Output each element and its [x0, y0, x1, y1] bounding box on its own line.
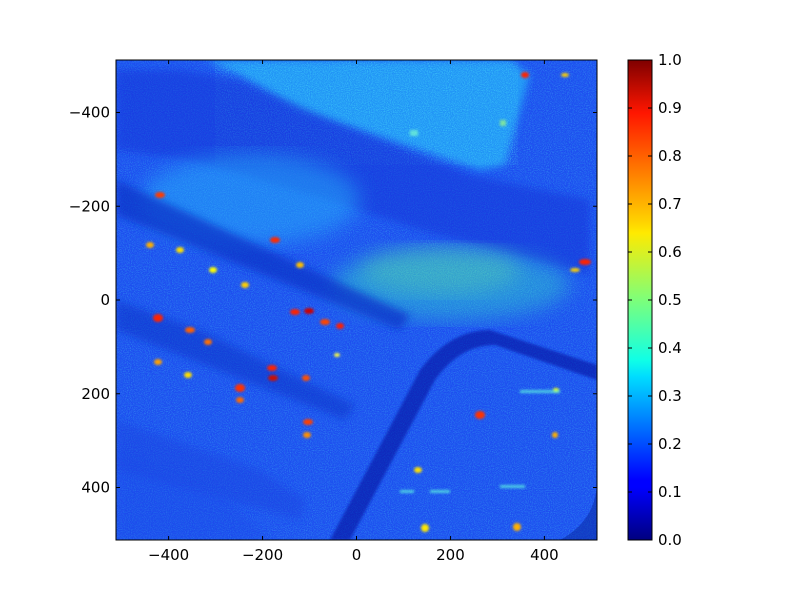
heatmap-image — [116, 60, 597, 540]
y-tick-label: 400 — [81, 479, 110, 497]
colorbar-tick-label: 0.1 — [658, 483, 682, 501]
bright-scatterers — [146, 72, 591, 532]
x-tick-label: −200 — [242, 546, 283, 564]
colorbar-tick-label: 0.4 — [658, 339, 682, 357]
y-tick-label: −400 — [69, 104, 110, 122]
colorbar-tick-label: 0.8 — [658, 147, 682, 165]
colorbar-tick-label: 0.3 — [658, 387, 682, 405]
x-tick-label: −400 — [148, 546, 189, 564]
y-tick-label: −200 — [69, 197, 110, 215]
cyan-highlights — [400, 120, 560, 493]
colorbar-axis: 0.0 0.1 0.2 0.3 0.4 0.5 0.6 0.7 0.8 0.9 1.0 — [628, 51, 682, 549]
x-tick-label: 0 — [352, 546, 362, 564]
y-axis: −400 −200 0 200 400 — [69, 104, 597, 497]
x-tick-label: 200 — [436, 546, 465, 564]
x-axis: −400 −200 0 200 400 — [148, 60, 559, 564]
colorbar-tick-label: 0.7 — [658, 195, 682, 213]
x-tick-label: 400 — [530, 546, 559, 564]
colorbar-tick-label: 0.5 — [658, 291, 682, 309]
colorbar-tick-label: 0.0 — [658, 531, 682, 549]
y-tick-label: 0 — [100, 291, 110, 309]
colorbar-tick-label: 0.2 — [658, 435, 682, 453]
colorbar-tick-label: 0.6 — [658, 243, 682, 261]
colorbar-tick-label: 1.0 — [658, 51, 682, 69]
colorbar-tick-label: 0.9 — [658, 99, 682, 117]
y-tick-label: 200 — [81, 385, 110, 403]
